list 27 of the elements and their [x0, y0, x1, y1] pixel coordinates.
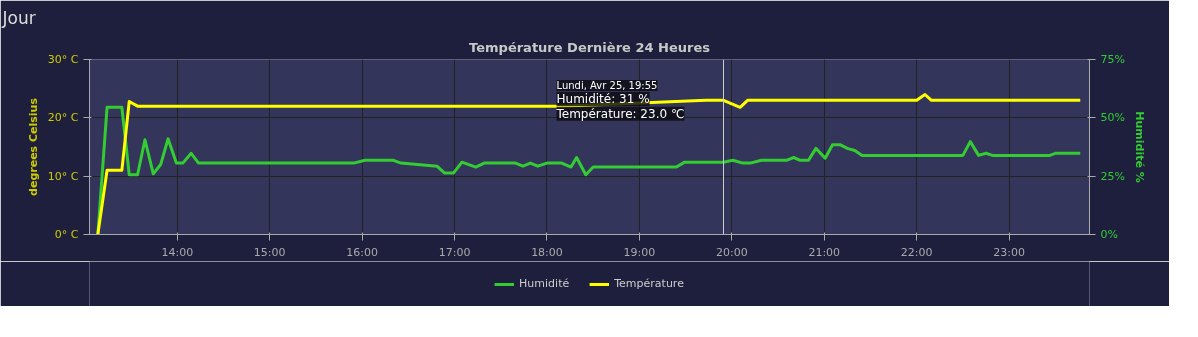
- x-tick-label: 15:00: [253, 245, 286, 259]
- y2-tick-label: 50%: [1100, 111, 1125, 125]
- x-tick-label: 17:00: [438, 245, 471, 259]
- x-tick-label: 19:00: [623, 245, 656, 259]
- y-tick-label: 10° C: [47, 169, 79, 183]
- y-tick-label: 30° C: [47, 53, 79, 66]
- y-axis-title: degrees Celsius: [26, 97, 40, 196]
- text: Jour: [1, 7, 36, 28]
- x-tick-label: 16:00: [346, 245, 378, 259]
- annotation: Lundi, Avr 25, 19:55: [556, 80, 658, 91]
- chart-title: Température Dernière 24 Heures: [469, 39, 711, 55]
- legend-label: Humidité: [519, 277, 570, 290]
- x-tick-label: 14:00: [161, 245, 194, 259]
- y2-axis-title: Humidité %: [1132, 111, 1146, 183]
- x-tick-label: 18:00: [531, 245, 563, 259]
- x-tick-label: 20:00: [715, 245, 748, 259]
- y2-tick-label: 75%: [1100, 53, 1125, 66]
- y2-tick-label: 25%: [1100, 169, 1125, 183]
- legend-label: Température: [614, 277, 684, 290]
- annotation: Température: 23.0 ℃: [555, 106, 685, 121]
- annotation: Humidité: 31 %: [556, 91, 650, 106]
- y-tick-label: 0° C: [54, 228, 79, 241]
- x-tick-label: 23:00: [993, 245, 1025, 259]
- y-tick-label: 20° C: [47, 111, 79, 125]
- x-tick-label: 22:00: [900, 245, 933, 259]
- y2-tick-label: 0%: [1100, 228, 1118, 241]
- x-tick-label: 21:00: [808, 245, 841, 259]
